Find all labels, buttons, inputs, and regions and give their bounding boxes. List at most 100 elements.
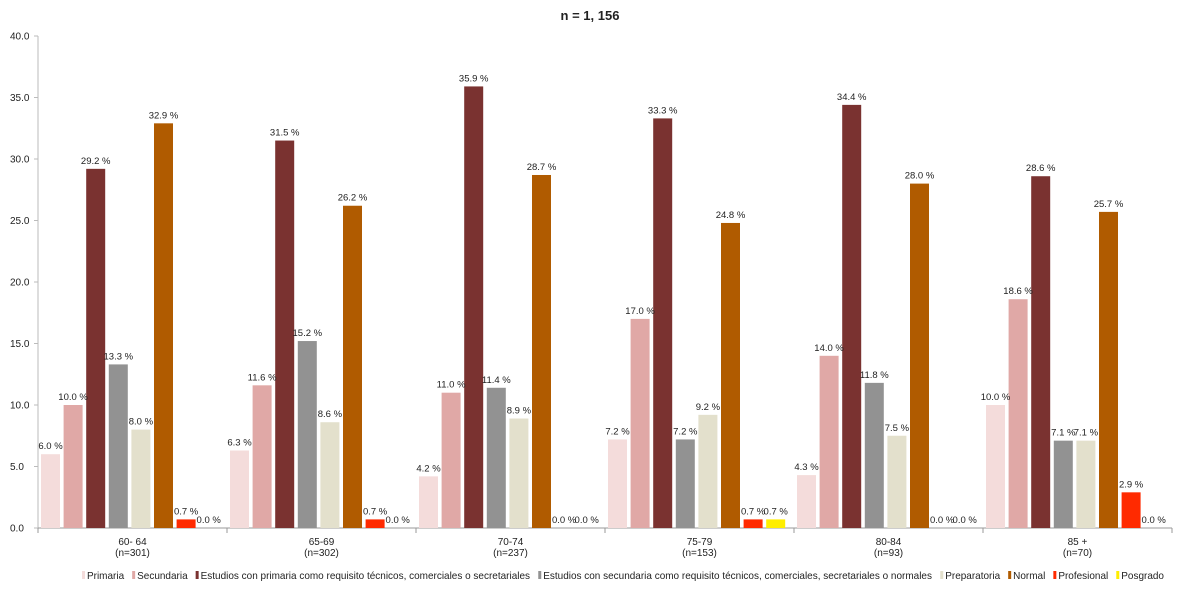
legend-swatch	[1116, 571, 1120, 579]
legend-swatch	[538, 571, 542, 579]
data-label: 7.2 %	[673, 426, 698, 437]
data-label: 14.0 %	[814, 343, 844, 354]
data-label: 7.5 %	[885, 423, 910, 434]
y-tick-label: 30.0	[10, 155, 30, 166]
bar	[1008, 299, 1028, 528]
data-label: 32.9 %	[149, 110, 179, 121]
data-label: 7.1 %	[1051, 428, 1076, 439]
bar	[86, 168, 106, 528]
data-label: 28.0 %	[905, 171, 935, 182]
bar	[365, 519, 385, 528]
bar	[509, 418, 529, 528]
bar	[1076, 440, 1096, 528]
bar	[297, 341, 317, 528]
bar	[766, 519, 786, 528]
bar	[464, 86, 484, 529]
bar	[1121, 492, 1141, 528]
bar	[630, 318, 650, 528]
legend-item-label: Secundaria	[137, 571, 188, 582]
data-label: 0.0 %	[552, 515, 577, 526]
bar	[653, 118, 673, 528]
data-label: 11.0 %	[437, 380, 466, 391]
bar	[252, 385, 272, 528]
data-label: 28.6 %	[1026, 163, 1056, 174]
legend-swatch	[82, 571, 85, 579]
legend-swatch	[195, 571, 199, 579]
legend-item-label: Primaria	[87, 571, 125, 582]
data-label: 0.7 %	[174, 506, 199, 517]
bar	[41, 454, 60, 528]
legend-swatch	[132, 571, 136, 579]
data-label: 0.0 %	[930, 515, 955, 526]
x-tick-label: (n=70)	[1063, 548, 1092, 559]
data-label: 31.5 %	[270, 128, 300, 139]
bar	[441, 392, 461, 528]
legend-item-label: Profesional	[1058, 571, 1108, 582]
x-tick-label: 80-84	[876, 537, 902, 548]
data-label: 9.2 %	[696, 402, 721, 413]
x-tick-label: (n=93)	[874, 548, 903, 559]
data-label: 7.1 %	[1074, 428, 1099, 439]
data-label: 25.7 %	[1094, 199, 1124, 210]
data-label: 29.2 %	[81, 156, 111, 167]
data-label: 0.7 %	[764, 506, 789, 517]
x-tick-label: (n=237)	[493, 548, 528, 559]
data-label: 0.0 %	[386, 515, 411, 526]
y-axis: 0.0 5.0 10.0 15.0 20.0 25.0 30.0 35.0 40.0	[10, 32, 39, 535]
bar	[1053, 440, 1073, 528]
data-label: 2.9 %	[1119, 479, 1144, 490]
bar	[864, 382, 884, 528]
x-tick-label: (n=302)	[304, 548, 339, 559]
data-label: 0.7 %	[741, 506, 766, 517]
data-label: 8.0 %	[129, 417, 154, 428]
bar	[721, 222, 740, 528]
data-label: 28.7 %	[527, 162, 557, 173]
data-label: 24.8 %	[716, 210, 746, 221]
data-label: 11.4 %	[482, 375, 511, 386]
data-label: 11.8 %	[860, 370, 889, 381]
y-tick-label: 10.0	[10, 401, 30, 412]
legend-item-label: Normal	[1013, 571, 1045, 582]
x-axis: 60- 64(n=301) 65-69(n=302) 70-74(n=237) 75-…	[37, 527, 1173, 559]
data-label: 0.0 %	[197, 515, 222, 526]
x-tick-label: (n=153)	[682, 548, 717, 559]
x-tick-label: 75-79	[687, 537, 713, 548]
data-label: 0.7 %	[363, 506, 388, 517]
bar	[176, 519, 196, 528]
data-label: 6.0 %	[38, 441, 63, 452]
bar	[842, 104, 862, 528]
bars	[41, 86, 1141, 529]
data-labels: 6.0 % 6.3 % 4.2 % 7.2 % 4.3 % 10.0 % 10.0 % 11.…	[38, 73, 1166, 526]
bar	[887, 435, 907, 528]
bar	[819, 355, 839, 528]
chart-title: n = 1, 156	[561, 8, 620, 23]
data-label: 0.0 %	[575, 515, 600, 526]
y-tick-label: 20.0	[10, 278, 30, 289]
bar	[419, 476, 438, 528]
bar	[743, 519, 763, 528]
legend-swatch	[1008, 571, 1012, 579]
data-label: 11.6 %	[248, 372, 277, 383]
data-label: 4.3 %	[794, 462, 819, 473]
bar	[675, 439, 695, 528]
y-tick-label: 0.0	[10, 524, 24, 535]
legend-item-label: Posgrado	[1121, 571, 1164, 582]
bar	[63, 405, 83, 528]
legend: Primaria Secundaria Estudios con primaria …	[82, 571, 1164, 582]
bar	[532, 174, 551, 529]
data-label: 13.3 %	[104, 351, 134, 362]
legend-item-label: Estudios con secundaria como requisito t…	[543, 571, 932, 582]
data-label: 15.2 %	[293, 328, 323, 339]
data-label: 8.9 %	[507, 406, 532, 417]
x-tick-label: 70-74	[498, 537, 524, 548]
bar	[230, 450, 249, 528]
bar	[131, 429, 151, 528]
legend-swatch	[1053, 571, 1057, 579]
y-tick-label: 5.0	[10, 462, 24, 473]
data-label: 34.4 %	[837, 92, 867, 103]
legend-swatch	[940, 571, 944, 579]
data-label: 33.3 %	[648, 105, 678, 116]
bar	[154, 123, 173, 528]
bar	[698, 414, 718, 528]
